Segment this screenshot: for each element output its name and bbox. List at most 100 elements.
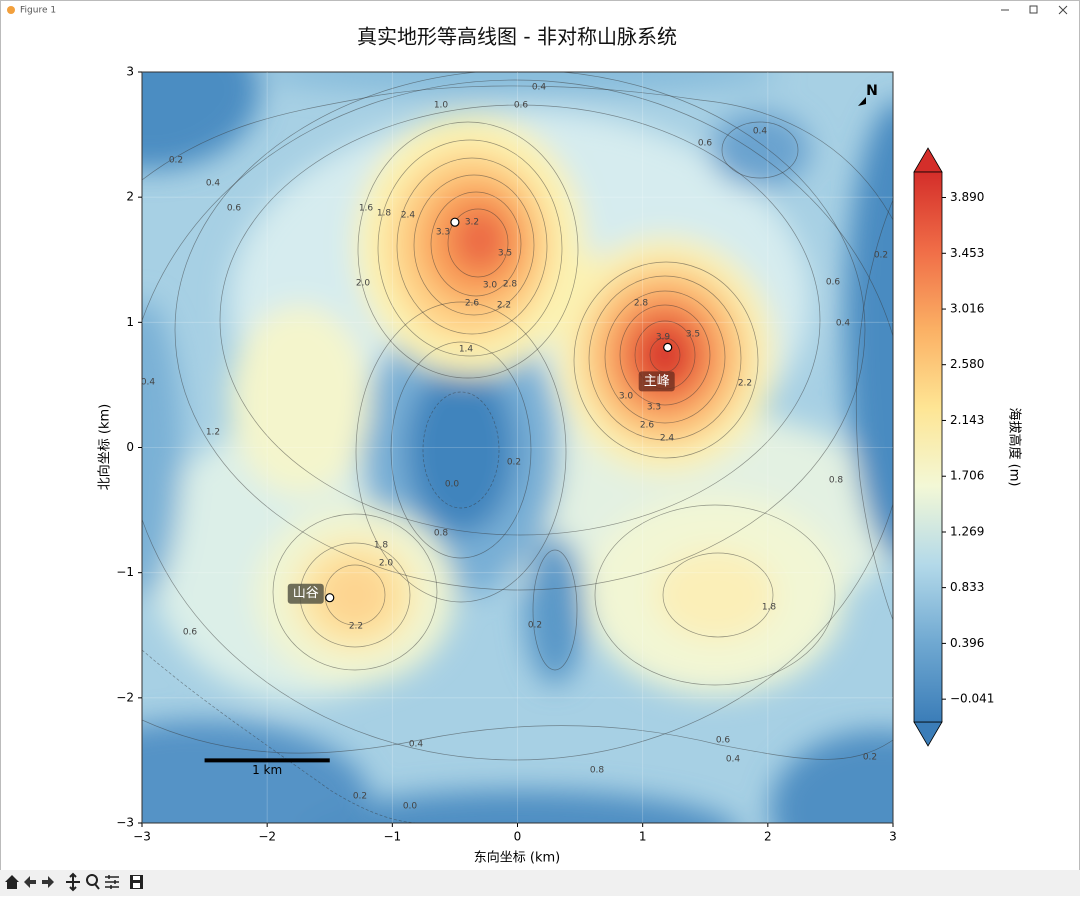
north-arrow	[858, 97, 866, 106]
y-tick-label: −3	[116, 816, 134, 830]
save-button[interactable]	[130, 875, 143, 889]
contour-label: 1.8	[377, 209, 392, 219]
y-tick-label: 3	[126, 65, 134, 79]
contour-label: 0.8	[434, 529, 449, 539]
contour-label: 2.4	[401, 211, 416, 221]
title-bar	[1, 1, 1079, 20]
contour-label: 0.4	[206, 179, 221, 189]
contour-label: 1.8	[762, 603, 777, 613]
contour-label: 2.2	[738, 379, 752, 389]
toolbar	[0, 870, 1080, 896]
colorbar-tick-label: 2.580	[950, 357, 984, 371]
contour-label: 2.6	[640, 421, 655, 431]
y-tick-label: 0	[126, 440, 134, 454]
peak-marker	[663, 342, 673, 352]
x-tick-label: 1	[639, 830, 647, 844]
app-icon	[7, 6, 15, 14]
contour-label: 0.2	[874, 251, 888, 261]
north-label: N	[866, 83, 878, 99]
contour-label: 0.6	[514, 101, 529, 111]
x-tick-label: 3	[889, 830, 897, 844]
x-tick-label: 2	[764, 830, 772, 844]
contour-label: 0.6	[698, 139, 713, 149]
maximize-button[interactable]	[1029, 5, 1038, 14]
x-tick-label: 0	[514, 830, 522, 844]
contour-label: 1.6	[359, 204, 374, 214]
colorbar-tick-label: 0.833	[950, 580, 984, 594]
contour-label: 0.6	[716, 736, 731, 746]
colorbar-tick-label: 3.016	[950, 302, 984, 316]
contour-label: 0.8	[829, 476, 844, 486]
point-label: 山谷	[293, 586, 319, 601]
window-title: Figure 1	[20, 6, 56, 16]
contour-label: 0.2	[863, 753, 877, 763]
y-tick-label: 1	[126, 315, 134, 329]
pan-button[interactable]	[66, 872, 80, 892]
contour-label: 0.8	[590, 766, 605, 776]
chart-title: 真实地形等高线图 - 非对称山脉系统	[357, 25, 677, 49]
x-axis-label: 东向坐标 (km)	[474, 850, 560, 866]
configure-button[interactable]	[105, 875, 119, 889]
y-tick-label: 2	[126, 190, 134, 204]
contour-label: 0.2	[169, 156, 183, 166]
colorbar-tick-label: 2.143	[950, 413, 984, 427]
contour-label: 0.2	[507, 458, 521, 468]
contour-label: 2.2	[497, 301, 511, 311]
x-tick-label: −3	[133, 830, 151, 844]
contour-label: 0.4	[532, 83, 547, 93]
close-button[interactable]	[1058, 5, 1068, 15]
contour-label: 2.0	[379, 559, 394, 569]
x-tick-label: −1	[383, 830, 401, 844]
contour-label: 1.4	[459, 345, 474, 355]
scale-bar-label: 1 km	[252, 763, 282, 777]
contour-label: 1.2	[206, 428, 220, 438]
back-button[interactable]	[24, 876, 36, 888]
forward-button[interactable]	[42, 876, 54, 888]
colorbar-tick-label: −0.041	[950, 692, 994, 706]
point-label-box	[287, 583, 324, 604]
y-tick-label: −2	[116, 690, 134, 704]
y-tick-label: −1	[116, 565, 134, 579]
colorbar-label: 海拔高度 (m)	[1007, 408, 1023, 487]
home-button[interactable]	[5, 875, 19, 889]
colorbar-tick-label: 3.453	[950, 246, 984, 260]
contour-label: 0.0	[403, 802, 418, 812]
point-label: 主峰	[644, 374, 670, 389]
contour-label: 3.3	[647, 403, 661, 413]
colorbar-tick-label: 1.269	[950, 524, 984, 538]
y-axis-label: 北向坐标 (km)	[97, 404, 113, 490]
peak-marker	[450, 217, 460, 227]
contour-label: 0.0	[445, 480, 460, 490]
contour-label: 0.4	[409, 740, 424, 750]
contour-label: 2.0	[356, 279, 371, 289]
colorbar-tick-label: 1.706	[950, 469, 984, 483]
contour-label: 2.2	[349, 622, 363, 632]
contour-label: 0.6	[183, 628, 198, 638]
contour-label: 0.4	[753, 127, 768, 137]
contour-label: 2.4	[660, 434, 675, 444]
peak-marker	[325, 593, 335, 603]
contour-label: 3.0	[483, 281, 498, 291]
contour-label: 0.4	[141, 378, 156, 388]
colorbar	[913, 171, 943, 723]
contour-label: 3.5	[498, 249, 512, 259]
contour-label: 0.6	[227, 204, 242, 214]
contour-label: 3.2	[465, 218, 479, 228]
contour-label: 1.0	[434, 101, 449, 111]
point-label-box	[638, 371, 675, 392]
contour-label: 3.9	[656, 333, 671, 343]
contour-label: 3.5	[686, 330, 700, 340]
terrain-field	[142, 72, 893, 823]
contour-label: 3.3	[436, 228, 450, 238]
contour-label: 0.4	[726, 755, 741, 765]
contour-label: 0.2	[353, 792, 367, 802]
zoom-button[interactable]	[86, 874, 100, 890]
contour-label: 2.8	[634, 299, 649, 309]
contour-label: 2.6	[465, 299, 480, 309]
colorbar-tick-label: 0.396	[950, 636, 984, 650]
contour-label: 1.8	[374, 541, 389, 551]
contour-label: 3.0	[619, 392, 634, 402]
contour-label: 0.4	[836, 319, 851, 329]
colorbar-tick-label: 3.890	[950, 190, 984, 204]
